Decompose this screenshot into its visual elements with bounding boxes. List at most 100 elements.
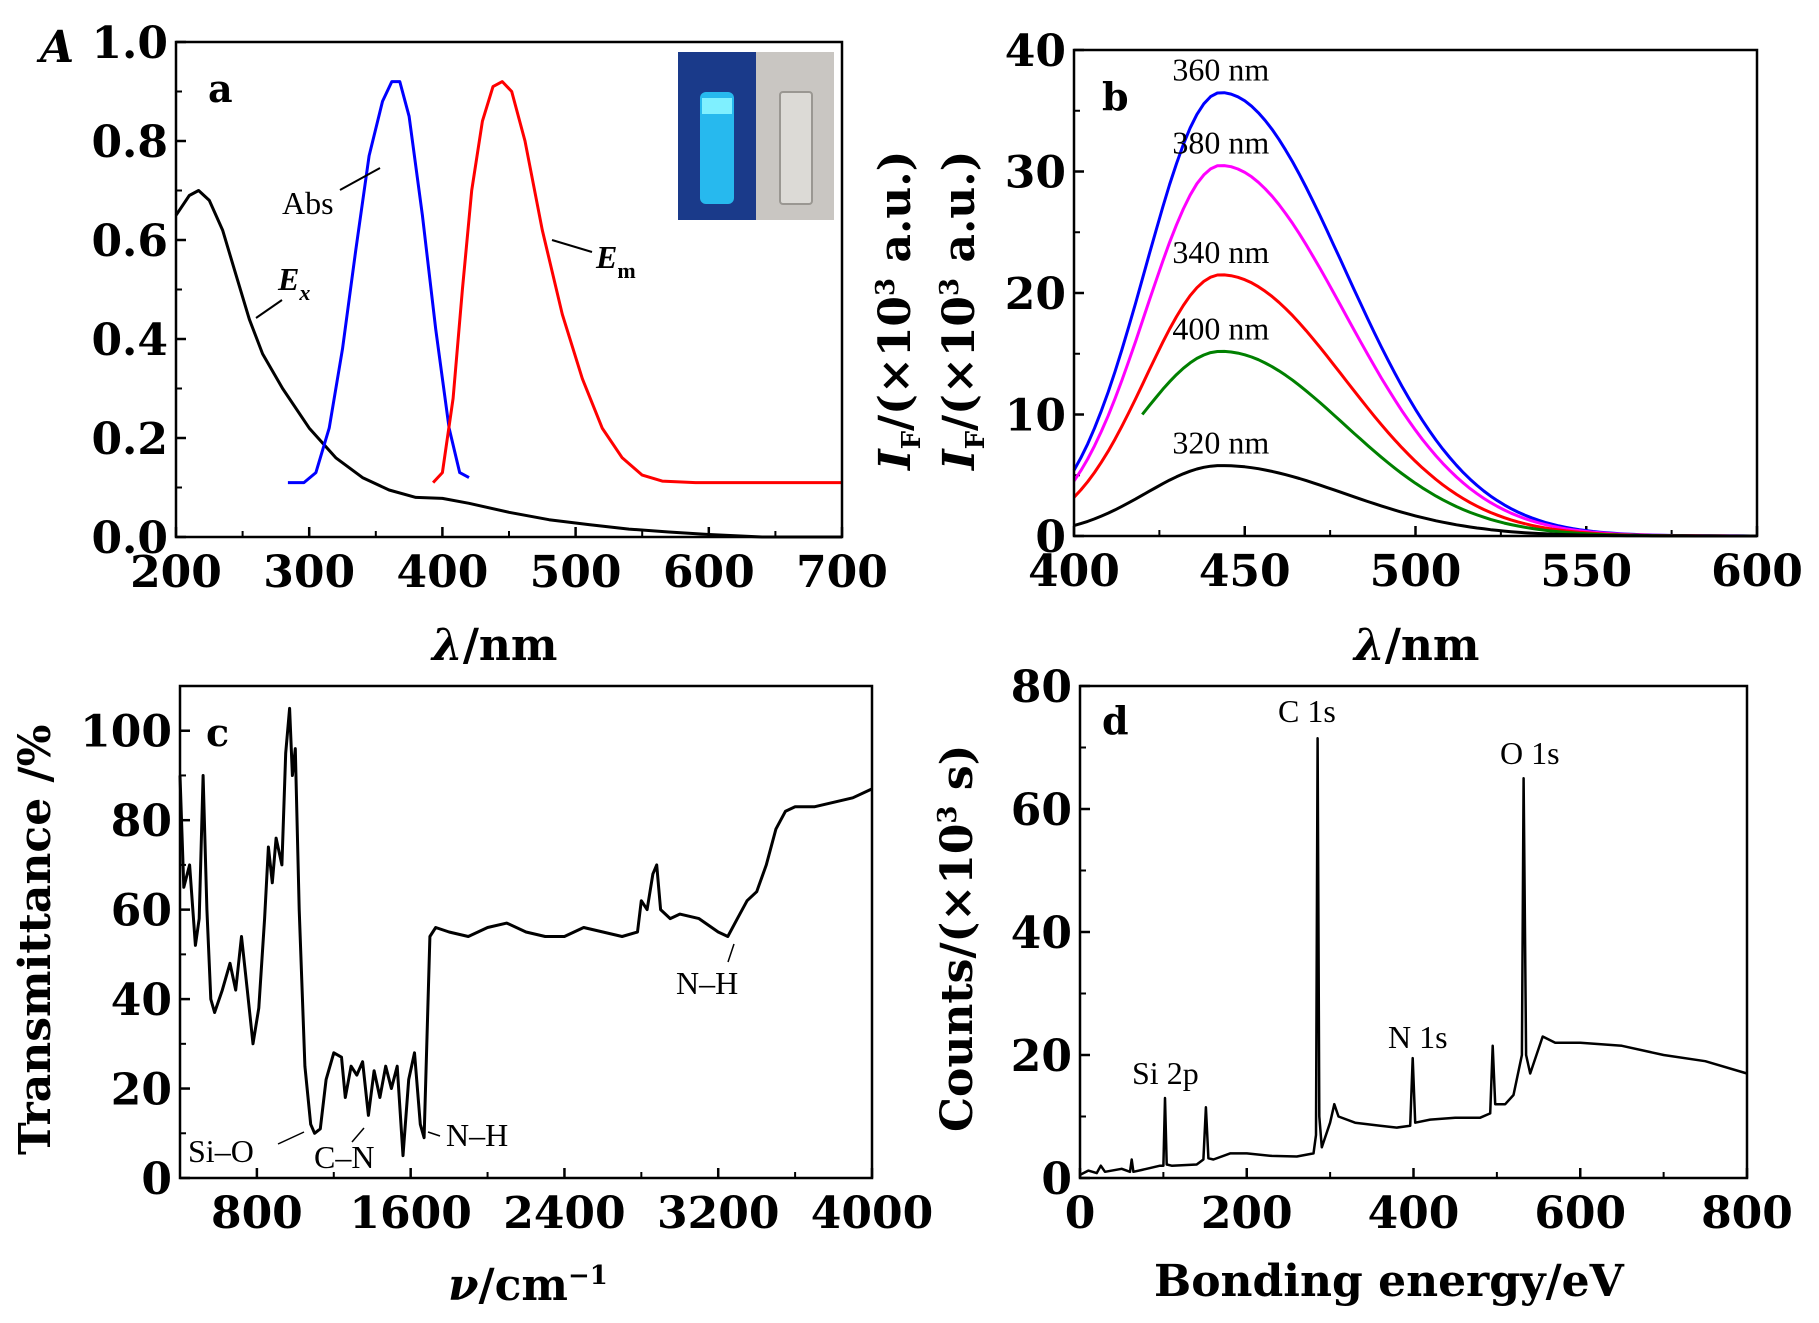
panel-c-ytick-label: 20 [111, 1065, 172, 1116]
panel-d-xtick-label: 0 [1065, 1188, 1096, 1239]
series-abs-line [287, 80, 470, 485]
panel-d-ytick-label: 40 [1011, 908, 1072, 959]
panel-b-xlabel-unit: /nm [1385, 620, 1480, 671]
panel-b-ylabel-2-sup: 3 [935, 278, 965, 296]
ex-leader [255, 299, 283, 319]
panel-b-xtick-label: 500 [1370, 546, 1462, 597]
panel-b-letter: b [1102, 74, 1129, 119]
c1s-label: C 1s [1278, 693, 1336, 729]
panel-a-xtick-label: 300 [263, 547, 355, 598]
panel-d-ytick-label: 60 [1011, 785, 1072, 836]
panel-d-ticks: 0 200 400 600 800 0 20 40 60 80 [1011, 662, 1793, 1239]
panel-b-xlabel: λ/nm [1352, 620, 1479, 671]
panel-c-xlabel-unit: /cm [479, 1260, 568, 1311]
panel-b-ylabel-1: IF/(×103 a.u.) [870, 151, 927, 472]
panel-b-xtick-label: 450 [1199, 546, 1291, 597]
panel-b-xtick-label: 550 [1540, 546, 1632, 597]
panel-a-letter: a [208, 66, 233, 111]
panel-d-xtick-label: 400 [1368, 1188, 1460, 1239]
series-label-380-nm: 380 nm [1172, 124, 1269, 160]
panel-a-ticks: 200 300 400 500 600 700 0.0 0.2 0.4 0.6 0.8 1.0 [91, 18, 887, 598]
panel-b-ylabel-1-rest: /(×10 [870, 296, 921, 431]
panel-b-ylabel-1-main: I [870, 448, 921, 472]
panel-b-ytick-label: 0 [1035, 512, 1066, 563]
panel-a-xtick-label: 400 [396, 547, 488, 598]
panel-d-xtick-label: 200 [1201, 1188, 1293, 1239]
panel-a-frame [174, 40, 844, 539]
panel-b-ylabel-1-sub: F [897, 430, 927, 449]
o1s-label: O 1s [1500, 735, 1560, 771]
panel-b-ytick-label: 10 [1005, 391, 1066, 442]
panel-b-ylabel-2-sub: F [961, 430, 991, 449]
series-e-m-line [432, 80, 842, 485]
panel-c-xtick-label: 800 [211, 1188, 303, 1239]
panel-b-ytick-label: 20 [1005, 269, 1066, 320]
panel-b-ylabel-2-main: I [934, 448, 985, 472]
panel-a-xlabel-symbol: λ [430, 620, 463, 671]
panel-c-xlabel: ν/cm−1 [448, 1260, 608, 1311]
inset-photo [678, 52, 834, 220]
nh1-label: N–H [446, 1117, 508, 1153]
panel-b-ytick-label: 40 [1005, 26, 1066, 77]
panel-d-ylabel-tail: s) [932, 745, 983, 806]
panel-d-series [1079, 737, 1748, 1177]
abs-label: Abs [282, 185, 334, 221]
panel-c-ytick-label: 40 [111, 975, 172, 1026]
panel-c-xtick-label: 3200 [657, 1188, 779, 1239]
abs-leader [339, 167, 381, 191]
inset-daylight-cuvette [779, 91, 813, 205]
panel-c-ticks: 800 1600 2400 3200 4000 0 20 40 60 80 100 [80, 707, 933, 1239]
series-label-320-nm: 320 nm [1172, 425, 1269, 461]
ex-label-sub: x [298, 280, 310, 305]
si2p-label: Si 2p [1132, 1055, 1199, 1091]
panel-a-xlabel: λ/nm [430, 620, 557, 671]
panel-d-ytick-label: 0 [1041, 1154, 1072, 1205]
panel-d-letter: d [1102, 698, 1129, 743]
panel-a-series [174, 80, 842, 539]
panel-a-xtick-label: 200 [130, 547, 222, 598]
panel-d-xtick-label: 800 [1701, 1188, 1793, 1239]
panel-a-ylabel: A [36, 22, 74, 73]
panel-c: 800 1600 2400 3200 4000 0 20 40 60 80 100 c Transm… [10, 684, 933, 1311]
panel-c-ytick-label: 60 [111, 886, 172, 937]
panel-d-ytick-label: 80 [1011, 662, 1072, 713]
panel-d-xlabel: Bonding energy/eV [1154, 1256, 1625, 1307]
series-ex-380-nm-line [1072, 164, 1757, 538]
inset-uv-cuvette-glow [700, 92, 734, 204]
panel-a-ytick-label: 1.0 [91, 18, 168, 69]
panel-a-xtick-label: 600 [663, 547, 755, 598]
panel-b-ylabel-2-tail: a.u.) [934, 151, 985, 278]
em-label: Em [595, 239, 636, 283]
panel-a-xtick-label: 500 [530, 547, 622, 598]
panel-c-ytick-label: 100 [80, 707, 172, 758]
panel-b-ticks: 400 450 500 550 600 0 10 20 30 40 [1005, 26, 1803, 597]
nh1-leader [427, 1131, 441, 1137]
series-label-400-nm: 400 nm [1172, 310, 1269, 346]
panel-d-ylabel-sup: 3 [933, 805, 963, 823]
panel-c-xtick-label: 4000 [811, 1188, 933, 1239]
panel-b-ylabel-2: IF/(×103 a.u.) [934, 151, 991, 472]
panel-a-ytick-label: 0.4 [91, 315, 168, 366]
cn-leader [351, 1127, 365, 1143]
panel-c-ytick-label: 80 [111, 796, 172, 847]
series-label-360-nm: 360 nm [1172, 52, 1269, 88]
panel-c-letter: c [206, 710, 229, 755]
panel-b-ylabel-1-sup: 3 [871, 278, 901, 296]
n1s-label: N 1s [1388, 1019, 1448, 1055]
panel-a-xlabel-unit: /nm [463, 620, 558, 671]
panel-c-ytick-label: 0 [141, 1154, 172, 1205]
panel-d: 0 200 400 600 800 0 20 40 60 80 d Counts/(×103 s)… [932, 662, 1793, 1307]
panel-d-xtick-label: 600 [1534, 1188, 1626, 1239]
panel-b-series-labels: 360 nm 380 nm 340 nm 400 nm 320 nm [1172, 52, 1269, 461]
panel-b-ylabel-1-tail: a.u.) [870, 151, 921, 278]
xps-spectrum-line [1079, 737, 1748, 1177]
panel-b-xtick-label: 600 [1711, 546, 1803, 597]
nh2-leader [727, 943, 735, 963]
series-label-340-nm: 340 nm [1172, 234, 1269, 270]
panel-b-frame [1072, 48, 1759, 538]
panel-d-ylabel-main: Counts/(×10 [932, 824, 983, 1132]
panel-a-xtick-label: 700 [796, 547, 888, 598]
ftir-spectrum-line [178, 706, 873, 1158]
